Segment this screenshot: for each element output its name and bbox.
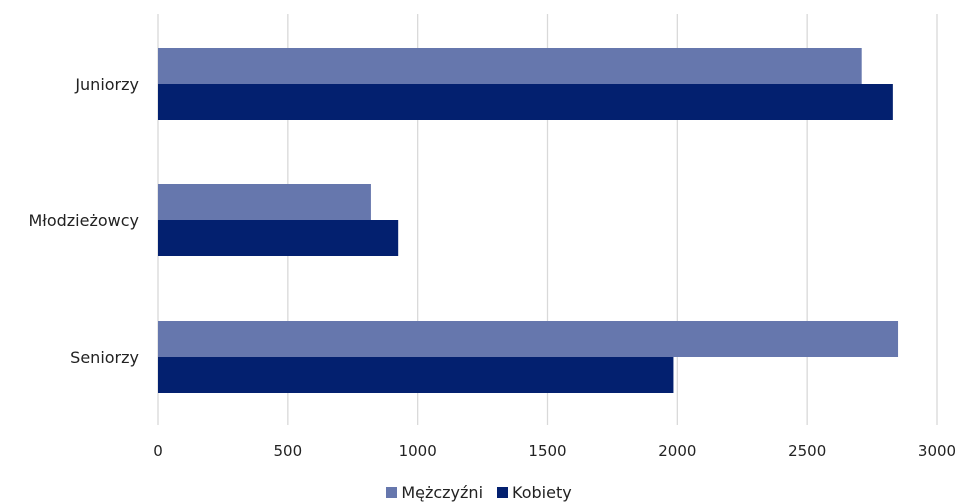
legend: Mężczyźni Kobiety [0,481,958,503]
x-tick-label: 500 [274,442,303,460]
bar-series-1 [158,357,674,393]
x-tick-label: 2000 [658,442,696,460]
bar-series-0 [158,48,862,84]
category-labels: Juniorzy Młodzieżowcy Seniorzy [28,75,139,367]
bar-series-1 [158,220,399,256]
category-label: Seniorzy [70,348,139,367]
bar-series-0 [158,184,371,220]
bar-series-0 [158,321,899,357]
x-tick-label: 2500 [788,442,826,460]
legend-item-series-0: Mężczyźni [386,483,483,502]
x-tick-label: 1500 [528,442,566,460]
x-tick-label: 3000 [918,442,956,460]
x-tick-label: 1000 [399,442,437,460]
category-label: Młodzieżowcy [28,211,139,230]
bars [158,48,899,393]
legend-swatch [386,486,398,498]
bar-series-1 [158,84,893,120]
legend-swatch [497,486,509,498]
x-tick-labels: 0 500 1000 1500 2000 2500 3000 [153,442,956,460]
legend-label: Mężczyźni [401,482,484,502]
x-tick-label: 0 [153,442,163,460]
category-label: Juniorzy [74,75,139,94]
legend-item-series-1: Kobiety [497,483,572,502]
legend-label: Kobiety [512,482,572,502]
